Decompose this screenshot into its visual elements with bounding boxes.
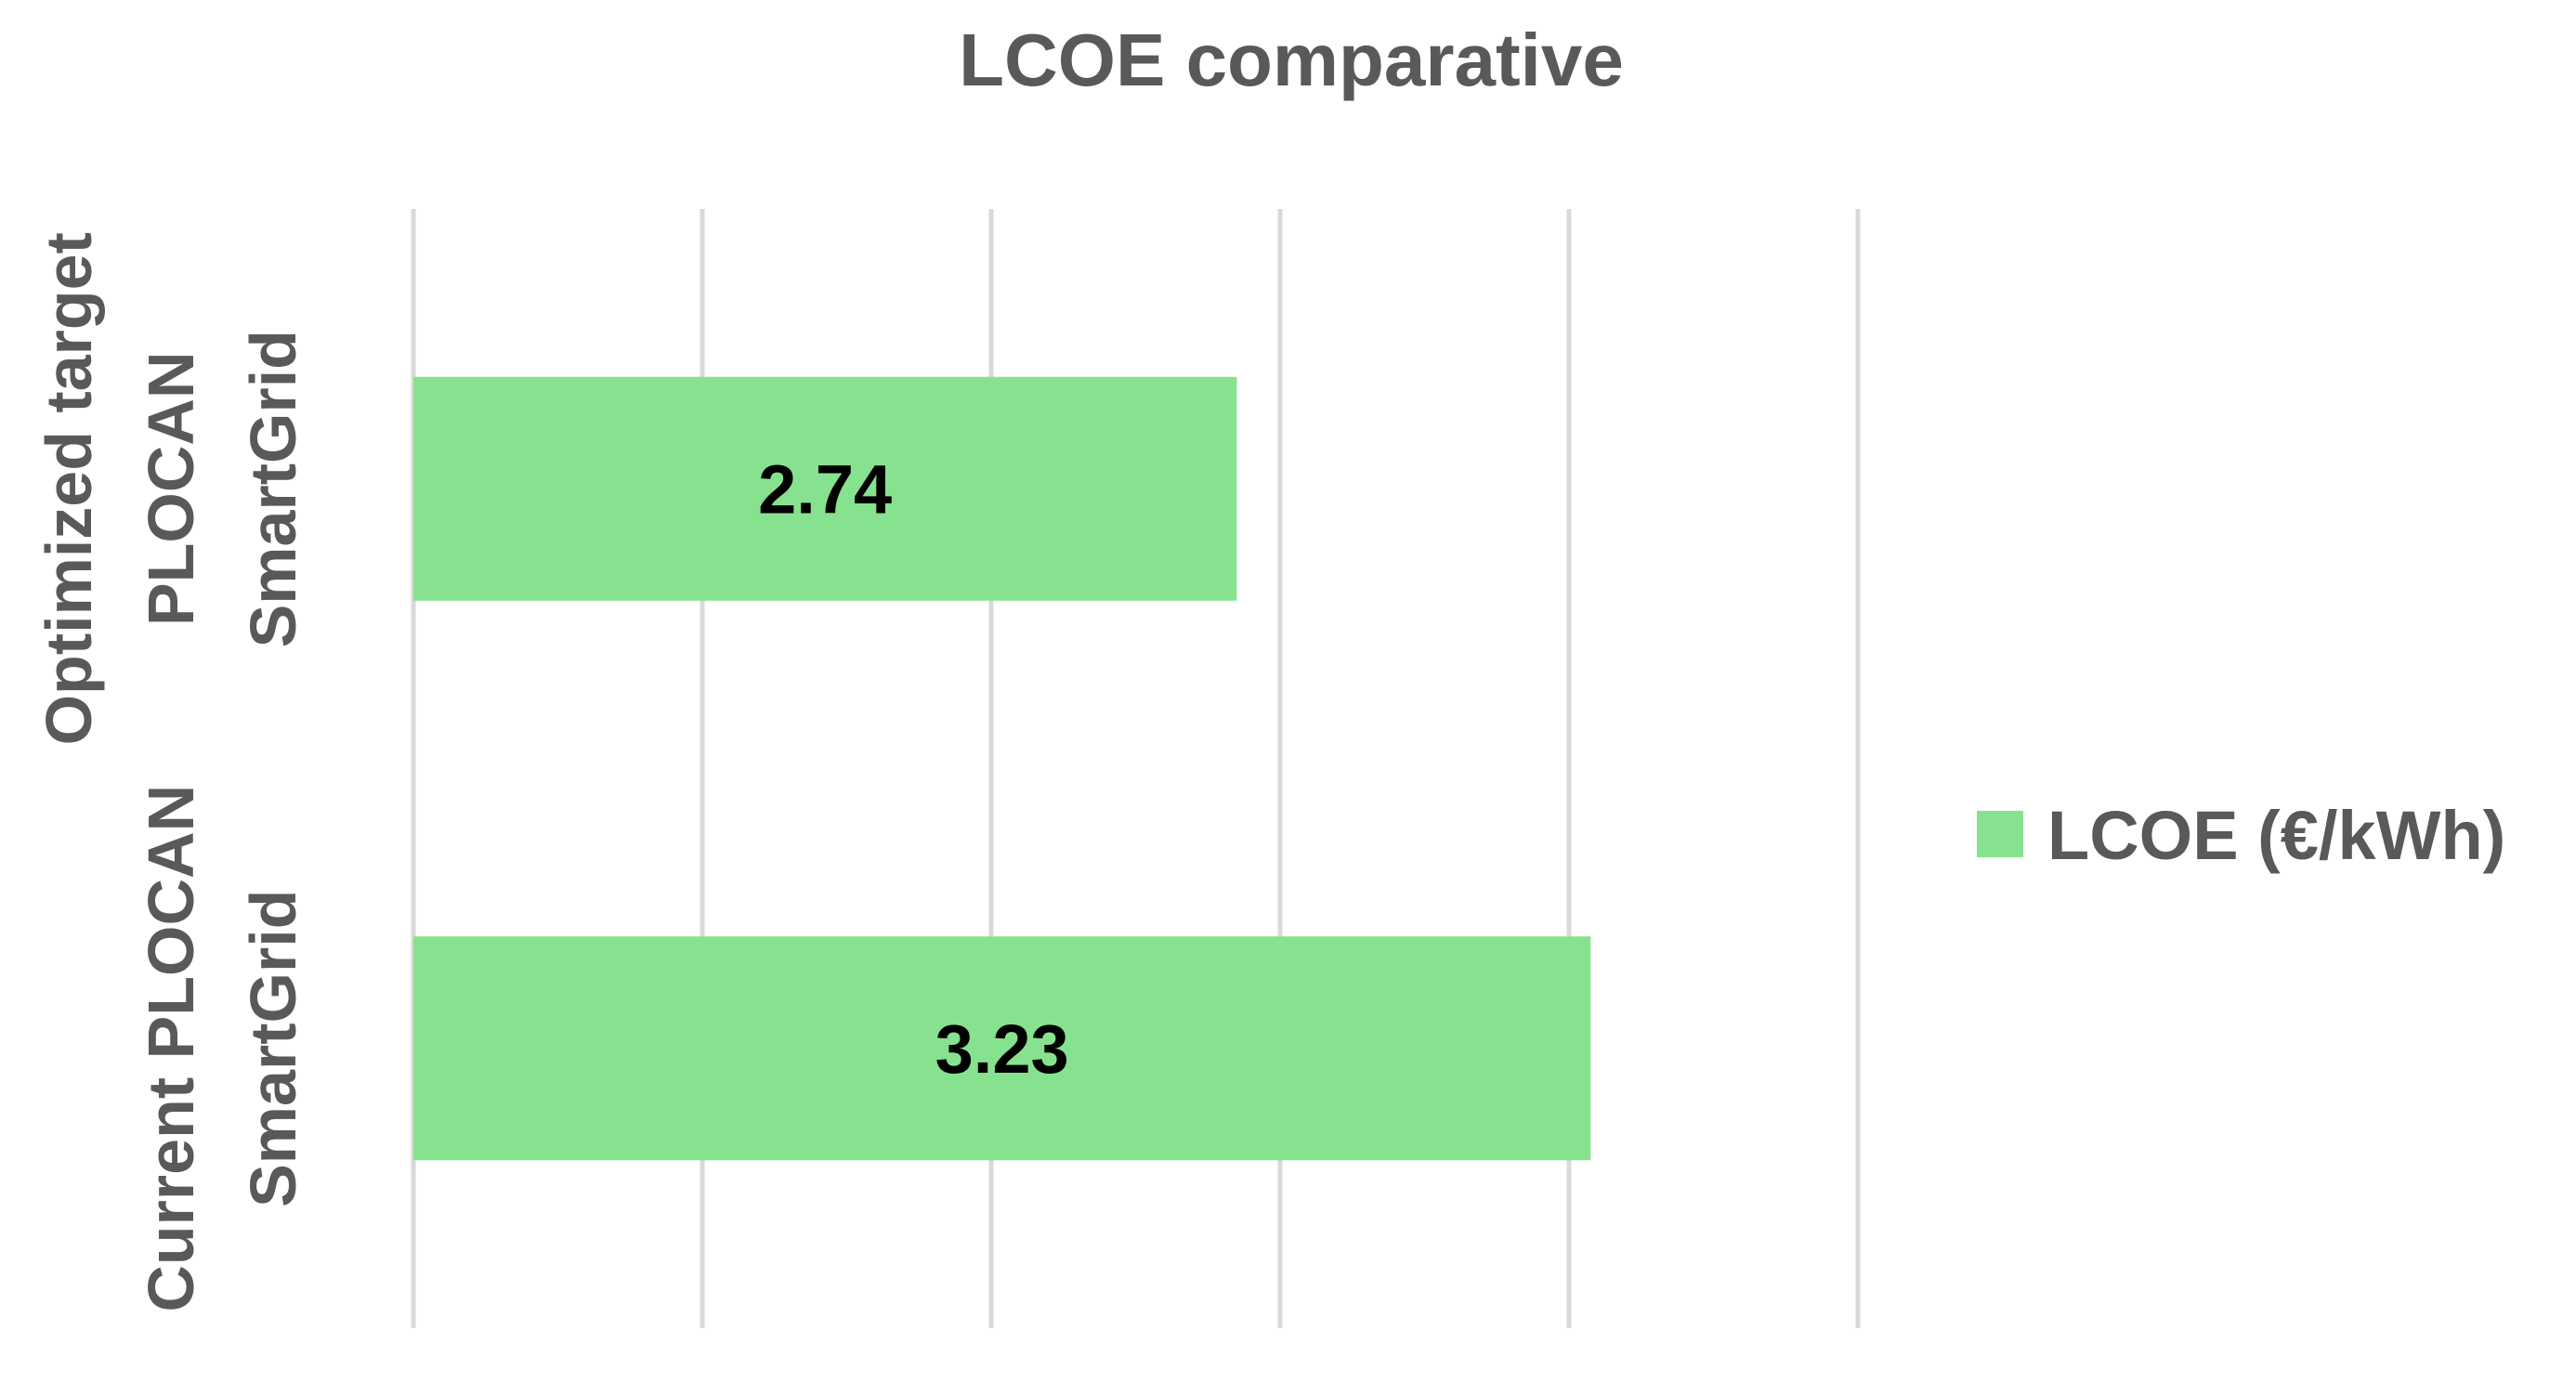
bar-1 bbox=[413, 936, 1591, 1161]
category-label-1-line-0: Current PLOCAN bbox=[135, 785, 207, 1312]
bar-0 bbox=[413, 376, 1237, 601]
category-label-0-line-1: PLOCAN bbox=[135, 351, 207, 626]
chart-title: LCOE comparative bbox=[959, 19, 1624, 101]
data-label-0: 2.74 bbox=[758, 450, 892, 528]
legend-swatch bbox=[1977, 811, 2023, 857]
category-label-0-line-2: SmartGrid bbox=[237, 330, 309, 647]
category-label-1-line-1: SmartGrid bbox=[237, 890, 309, 1207]
category-label-0: Optimized target PLOCAN SmartGrid bbox=[33, 232, 309, 745]
data-label-1: 3.23 bbox=[935, 1010, 1069, 1088]
bars: 2.74 3.23 bbox=[413, 376, 1591, 1161]
legend: LCOE (€/kWh) bbox=[1977, 797, 2505, 874]
legend-label: LCOE (€/kWh) bbox=[2047, 797, 2505, 874]
category-label-1: Current PLOCAN SmartGrid bbox=[135, 785, 309, 1312]
category-label-0-line-0: Optimized target bbox=[33, 232, 105, 745]
